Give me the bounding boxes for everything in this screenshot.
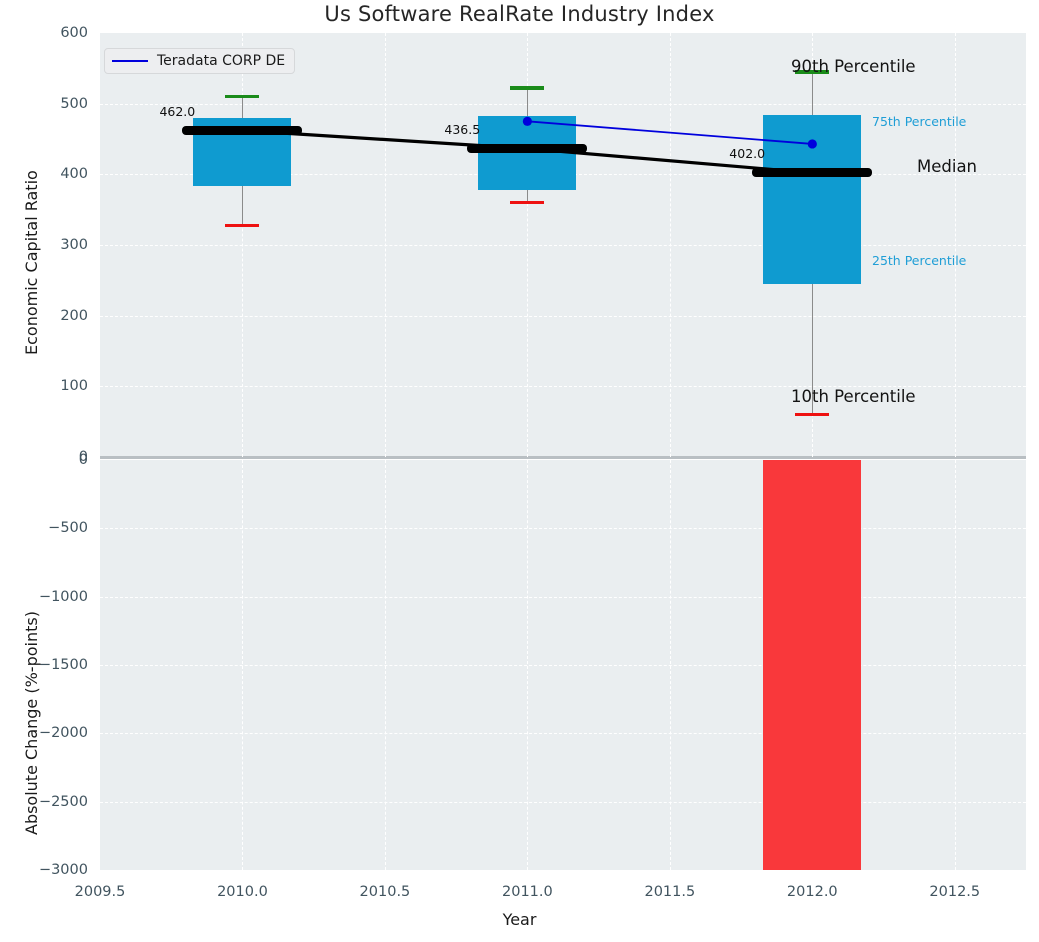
legend-label: Teradata CORP DE bbox=[157, 53, 286, 69]
gridline-horizontal bbox=[100, 103, 1026, 105]
negative-change-bar bbox=[763, 460, 862, 870]
annotation-median: Median bbox=[917, 157, 978, 176]
y-tick-label-upper: 100 bbox=[60, 378, 88, 395]
median-bar bbox=[182, 126, 303, 136]
gridline-vertical bbox=[384, 460, 386, 870]
x-tick-label: 2011.5 bbox=[644, 884, 696, 900]
y-tick-label-lower: −2000 bbox=[38, 725, 88, 742]
y-tick-label-upper: 200 bbox=[60, 307, 88, 324]
y-axis-label-lower: Absolute Change (%-points) bbox=[22, 611, 41, 835]
annotation-75th-percentile: 75th Percentile bbox=[872, 114, 967, 129]
whisker-cap-p90 bbox=[510, 86, 545, 90]
y-tick-label-lower: −500 bbox=[48, 520, 88, 537]
y-tick-label-upper: 600 bbox=[60, 25, 88, 41]
whisker-cap-p90 bbox=[225, 94, 260, 99]
x-tick-label: 2011.0 bbox=[502, 884, 553, 900]
median-value-label: 402.0 bbox=[729, 145, 766, 161]
whisker-cap-p10 bbox=[510, 200, 545, 205]
gridline-vertical bbox=[242, 460, 244, 870]
y-tick-label-lower: −3000 bbox=[38, 862, 88, 878]
gridline-horizontal bbox=[100, 386, 1026, 388]
y-tick-label-lower: −1000 bbox=[38, 588, 88, 605]
median-bar bbox=[752, 168, 873, 178]
gridline-horizontal bbox=[100, 801, 1026, 803]
annotation-25th-percentile: 25th Percentile bbox=[872, 253, 967, 268]
gridline-horizontal bbox=[100, 733, 1026, 735]
median-value-label: 436.5 bbox=[444, 121, 481, 137]
y-tick-label-upper: 500 bbox=[60, 95, 88, 112]
annotation-90th-percentile: 90th Percentile bbox=[791, 57, 916, 76]
x-tick-label: 2010.5 bbox=[359, 884, 411, 900]
legend-line-icon bbox=[112, 60, 148, 62]
y-tick-label-upper: 0 bbox=[78, 449, 88, 465]
gridline-horizontal bbox=[100, 315, 1026, 317]
gridline-vertical bbox=[669, 33, 671, 457]
gridline-vertical bbox=[669, 460, 671, 870]
gridline-vertical bbox=[527, 33, 529, 457]
x-axis-label: Year bbox=[502, 910, 537, 929]
y-axis-label-upper: Economic Capital Ratio bbox=[22, 170, 41, 355]
median-value-label: 462.0 bbox=[159, 103, 196, 119]
gridline-vertical bbox=[954, 460, 956, 870]
y-tick-label-lower: −2500 bbox=[38, 793, 88, 810]
gridline-horizontal bbox=[100, 665, 1026, 666]
whisker-cap-p10 bbox=[225, 223, 260, 227]
y-tick-label-lower: −1500 bbox=[38, 657, 88, 673]
panel-divider bbox=[100, 456, 1026, 459]
y-tick-label-upper: 400 bbox=[60, 166, 88, 183]
annotation-10th-percentile: 10th Percentile bbox=[791, 387, 916, 406]
gridline-horizontal bbox=[100, 528, 1026, 530]
x-tick-label: 2012.5 bbox=[929, 884, 981, 900]
gridline-horizontal bbox=[100, 596, 1026, 598]
x-tick-label: 2010.0 bbox=[217, 884, 268, 900]
gridline-vertical bbox=[242, 33, 244, 457]
y-tick-label-upper: 300 bbox=[60, 237, 88, 253]
whisker-cap-p10 bbox=[795, 412, 830, 417]
x-tick-label: 2009.5 bbox=[74, 884, 126, 900]
gridline-horizontal bbox=[100, 245, 1026, 246]
median-bar bbox=[467, 144, 588, 154]
whisker-cap-p90 bbox=[795, 70, 830, 74]
legend[interactable]: Teradata CORP DE bbox=[104, 48, 296, 74]
gridline-vertical bbox=[384, 33, 386, 457]
gridline-vertical bbox=[954, 33, 956, 457]
gridline-vertical bbox=[527, 460, 529, 870]
y-tick-label-lower: 0 bbox=[78, 452, 88, 468]
chart-title: Us Software RealRate Industry Index bbox=[324, 2, 715, 26]
box-iqr bbox=[763, 114, 862, 284]
x-tick-label: 2012.0 bbox=[786, 884, 838, 900]
